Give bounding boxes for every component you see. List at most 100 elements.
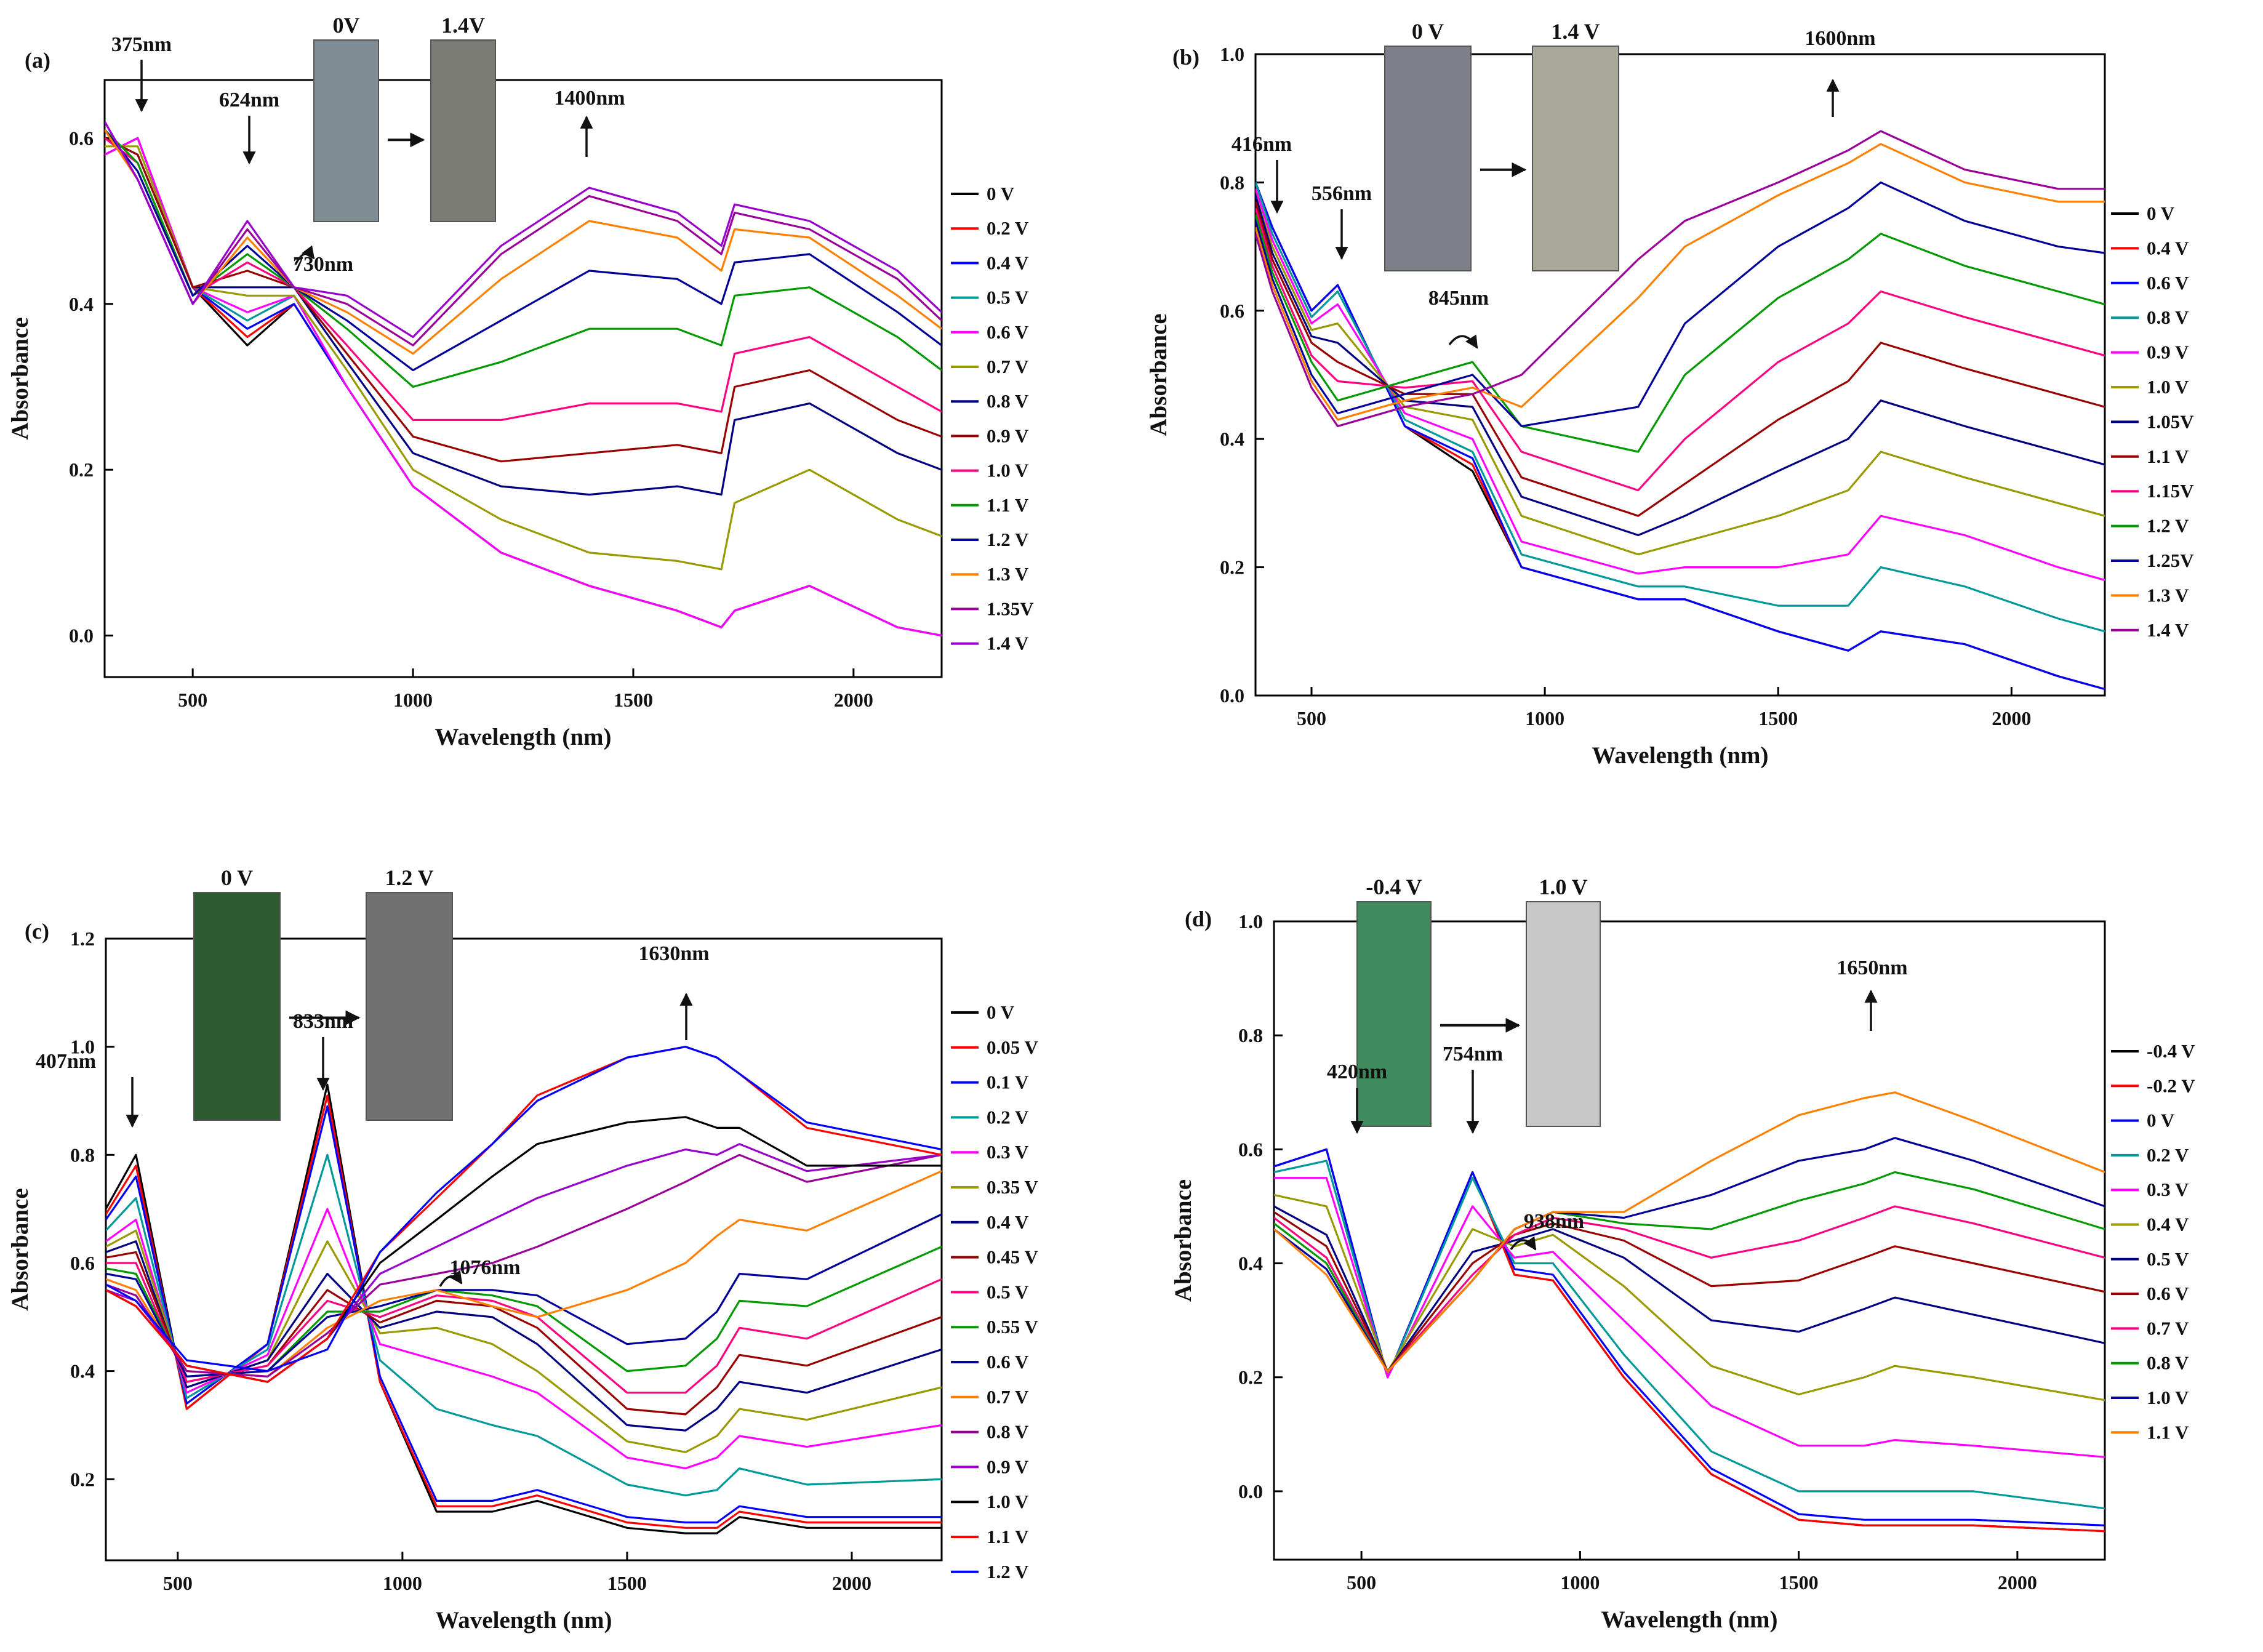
series-line-b-3 bbox=[1256, 182, 2105, 633]
peak-annotation: 624nm bbox=[219, 89, 279, 111]
legend-item: 0.6 V bbox=[987, 321, 1029, 343]
series-line-b-0 bbox=[1256, 182, 2105, 691]
inset-label: 0 V bbox=[1412, 19, 1444, 44]
legend-item: 0.9 V bbox=[2147, 342, 2189, 363]
legend-item: 0.05 V bbox=[987, 1037, 1038, 1058]
peak-arrow bbox=[1448, 334, 1478, 349]
peak-annotation: 1076nm bbox=[449, 1256, 520, 1279]
legend-item: 1.2 V bbox=[2147, 515, 2189, 537]
x-tick-label: 500 bbox=[1297, 707, 1326, 729]
peak-arrow bbox=[1510, 1236, 1537, 1251]
peak-annotation: 1630nm bbox=[638, 942, 709, 965]
y-tick-label: 0.2 bbox=[69, 459, 94, 481]
series-line-d-4 bbox=[1274, 1177, 2105, 1458]
series-line-b-2 bbox=[1256, 182, 2105, 691]
series-line-b-11 bbox=[1256, 143, 2105, 421]
peak-annotation: 407nm bbox=[36, 1050, 96, 1073]
legend-item: 1.0 V bbox=[2147, 1387, 2189, 1408]
y-tick-label: 1.2 bbox=[70, 928, 95, 950]
x-axis-title: Wavelength (nm) bbox=[435, 724, 611, 750]
series-line-a-11 bbox=[105, 129, 942, 355]
x-tick-label: 500 bbox=[163, 1572, 193, 1594]
legend-item: 1.1 V bbox=[2147, 446, 2189, 467]
x-tick-label: 1000 bbox=[1525, 707, 1564, 729]
inset-label: 0V bbox=[333, 13, 360, 38]
inset-photo bbox=[193, 892, 281, 1121]
legend-item: 0 V bbox=[2147, 202, 2175, 224]
inset-photo bbox=[1526, 901, 1601, 1127]
y-tick-label: 0.4 bbox=[70, 1360, 95, 1382]
y-tick-label: 0.8 bbox=[70, 1144, 95, 1166]
panel-label: (c) bbox=[25, 919, 49, 944]
inset-photo bbox=[1356, 901, 1432, 1127]
y-tick-label: 0.0 bbox=[1220, 684, 1244, 707]
series-line-b-5 bbox=[1256, 194, 2105, 556]
legend-item: 0.4 V bbox=[987, 252, 1029, 273]
series-line-d-7 bbox=[1274, 1211, 2105, 1373]
peak-annotation: 375nm bbox=[111, 33, 172, 56]
x-axis-title: Wavelength (nm) bbox=[1601, 1606, 1777, 1633]
inset-label: 1.2 V bbox=[385, 865, 433, 890]
y-tick-label: 0.4 bbox=[69, 293, 94, 315]
legend-item: 1.3 V bbox=[987, 563, 1029, 585]
series-line-c-14 bbox=[106, 1116, 942, 1383]
series-line-c-6 bbox=[106, 1240, 942, 1432]
peak-arrow bbox=[294, 245, 315, 265]
legend-item: 0.7 V bbox=[987, 1386, 1029, 1408]
inset-label: 1.0 V bbox=[1539, 875, 1587, 899]
legend-item: 0.3 V bbox=[2147, 1179, 2189, 1200]
legend-item: 0.8 V bbox=[987, 1421, 1029, 1443]
panel-label: (a) bbox=[25, 48, 50, 73]
series-line-a-6 bbox=[105, 137, 942, 496]
legend-item: 1.0 V bbox=[987, 1491, 1029, 1512]
legend-item: 0.8 V bbox=[987, 390, 1029, 412]
legend-item: 1.2 V bbox=[987, 1561, 1029, 1582]
legend-item: 0.8 V bbox=[2147, 307, 2189, 328]
inset-photo bbox=[313, 39, 379, 222]
series-line-c-8 bbox=[106, 1262, 942, 1394]
legend-item: 1.1 V bbox=[987, 1526, 1029, 1547]
legend-item: 0.5 V bbox=[2147, 1248, 2189, 1270]
y-tick-label: 1.0 bbox=[70, 1036, 95, 1058]
plot-frame-b bbox=[1254, 53, 2106, 697]
series-line-d-9 bbox=[1274, 1171, 2105, 1373]
y-tick-label: 0.6 bbox=[70, 1252, 95, 1274]
peak-annotation: 845nm bbox=[1428, 287, 1489, 310]
series-line-c-0 bbox=[106, 1083, 942, 1534]
peak-annotation: 833nm bbox=[293, 1010, 353, 1033]
legend-item: 0.4 V bbox=[2147, 1214, 2189, 1235]
x-tick-label: 500 bbox=[178, 689, 207, 711]
inset-photo bbox=[430, 39, 496, 222]
x-tick-label: 1500 bbox=[1758, 707, 1798, 729]
series-line-a-10 bbox=[105, 129, 942, 372]
peak-annotation: 556nm bbox=[1312, 182, 1372, 205]
peak-arrow bbox=[439, 1270, 463, 1287]
series-line-c-2 bbox=[106, 1105, 942, 1524]
x-tick-label: 1500 bbox=[1779, 1571, 1819, 1594]
legend-item: 0.9 V bbox=[987, 1456, 1029, 1477]
y-tick-label: 0.6 bbox=[69, 127, 94, 149]
peak-annotation: 1400nm bbox=[554, 87, 625, 110]
plot-frame-a bbox=[103, 79, 943, 678]
series-line-b-6 bbox=[1256, 194, 2105, 537]
x-tick-label: 2000 bbox=[834, 689, 873, 711]
inset-label: 1.4 V bbox=[1551, 19, 1600, 44]
series-line-c-12 bbox=[106, 1153, 942, 1377]
series-line-a-12 bbox=[105, 121, 942, 347]
series-line-c-1 bbox=[106, 1094, 942, 1529]
panel-label: (d) bbox=[1185, 907, 1212, 931]
y-tick-label: 0.2 bbox=[1238, 1366, 1263, 1389]
legend-item: 1.0 V bbox=[2147, 376, 2189, 398]
x-tick-label: 1000 bbox=[393, 689, 433, 711]
y-tick-label: 0.0 bbox=[1238, 1480, 1263, 1502]
series-line-b-1 bbox=[1256, 182, 2105, 691]
series-line-b-7 bbox=[1256, 201, 2105, 517]
plot-frame-c bbox=[105, 937, 943, 1562]
y-tick-label: 1.0 bbox=[1220, 43, 1244, 65]
legend-item: 1.4 V bbox=[2147, 619, 2189, 641]
series-line-c-5 bbox=[106, 1229, 942, 1453]
series-line-d-3 bbox=[1274, 1160, 2105, 1510]
inset-label: -0.4 V bbox=[1366, 875, 1422, 899]
inset-label: 1.4V bbox=[441, 13, 485, 38]
y-tick-label: 0.4 bbox=[1238, 1253, 1263, 1275]
